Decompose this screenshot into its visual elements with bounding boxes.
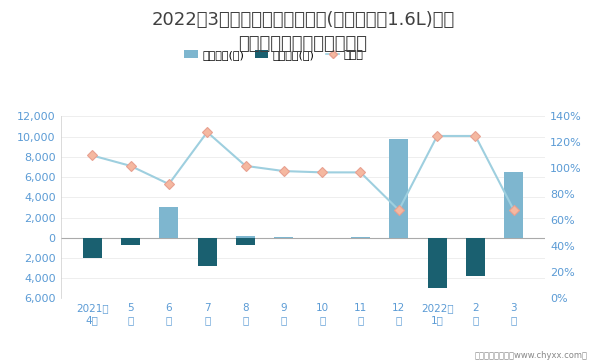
- Bar: [82, 238, 102, 258]
- Bar: [466, 238, 485, 276]
- Bar: [121, 238, 140, 245]
- 产销率: [472, 134, 479, 138]
- Bar: [159, 207, 178, 238]
- Bar: [389, 139, 408, 238]
- 产销率: [88, 153, 96, 158]
- 产销率: [165, 182, 173, 186]
- Bar: [275, 237, 293, 238]
- Legend: 积压库存(辆), 清仓库存(辆), 产销率: 积压库存(辆), 清仓库存(辆), 产销率: [180, 46, 368, 64]
- Bar: [351, 237, 370, 238]
- Line: 产销率: 产销率: [88, 128, 518, 214]
- 产销率: [127, 164, 134, 168]
- Text: 2022年3月轩逸旗下最畅销轿车(新轩逸经典1.6L)近一
年库存情况及产销率统计图: 2022年3月轩逸旗下最畅销轿车(新轩逸经典1.6L)近一 年库存情况及产销率统…: [152, 11, 454, 52]
- Bar: [428, 238, 447, 288]
- Bar: [504, 172, 524, 238]
- 产销率: [357, 170, 364, 175]
- Bar: [236, 236, 255, 238]
- 产销率: [319, 170, 326, 175]
- 产销率: [395, 208, 402, 212]
- 产销率: [280, 169, 287, 173]
- 产销率: [204, 130, 211, 134]
- Bar: [236, 238, 255, 245]
- 产销率: [510, 208, 518, 212]
- Bar: [198, 238, 217, 266]
- 产销率: [242, 164, 249, 168]
- Text: 制图：智研咨询（www.chyxx.com）: 制图：智研咨询（www.chyxx.com）: [475, 351, 588, 360]
- 产销率: [433, 134, 441, 138]
